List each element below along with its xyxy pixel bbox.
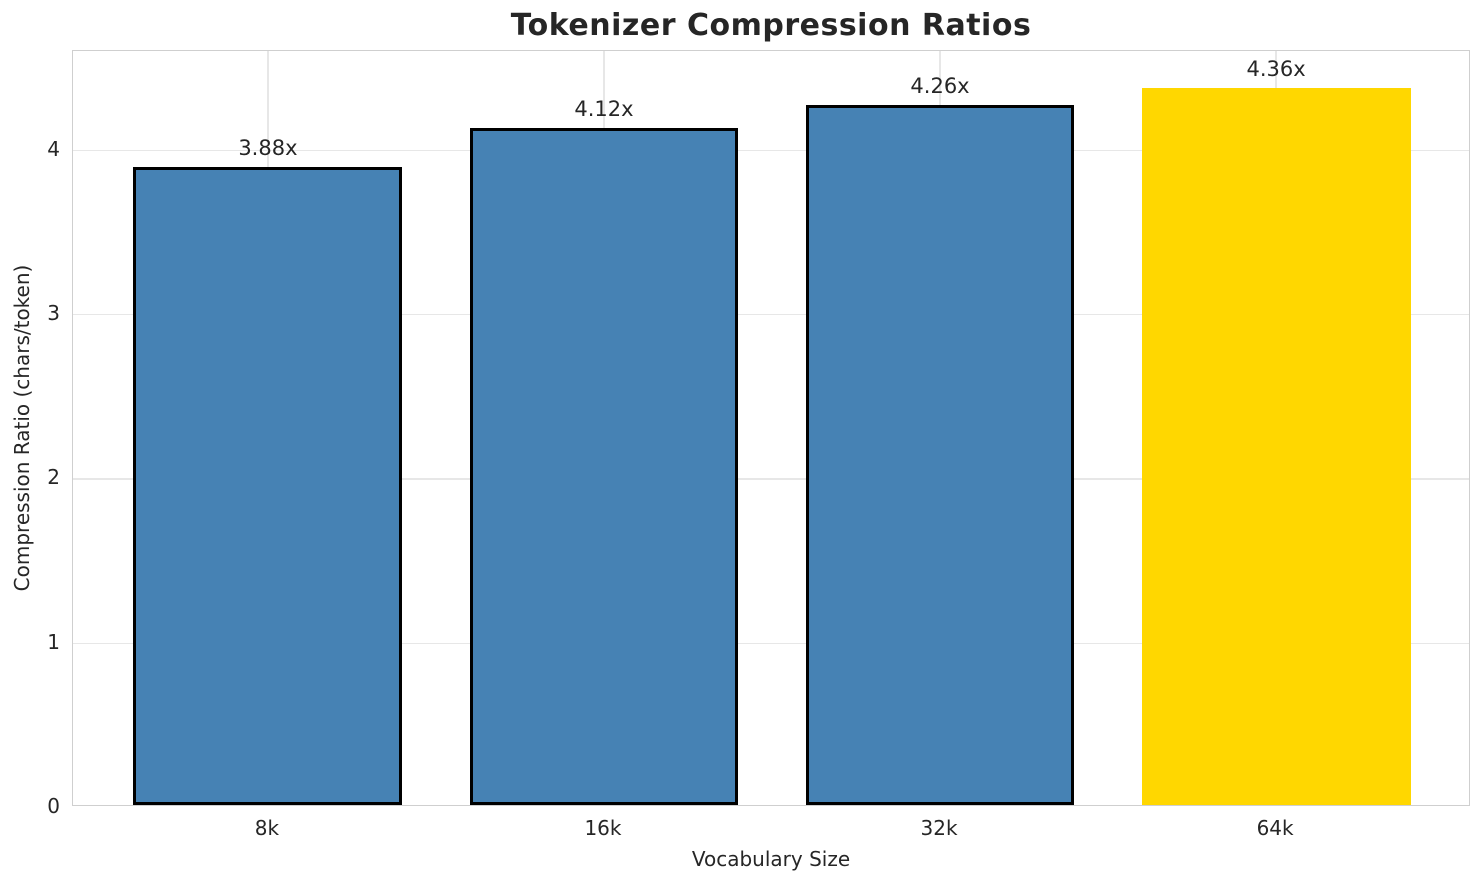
y-tick-label-1: 1 xyxy=(47,629,60,654)
bar-8k xyxy=(133,167,403,805)
bar-value-label-32k: 4.26x xyxy=(910,73,970,98)
h-gridline-2 xyxy=(73,478,1469,480)
bar-16k xyxy=(469,127,739,805)
bar-value-label-8k: 3.88x xyxy=(238,136,298,161)
bar-value-label-16k: 4.12x xyxy=(574,96,634,121)
x-tick-label-64k: 64k xyxy=(1256,816,1294,840)
h-gridline-4 xyxy=(73,149,1469,151)
y-tick-label-3: 3 xyxy=(47,300,60,325)
y-tick-label-0: 0 xyxy=(47,794,60,818)
y-tick-label-2: 2 xyxy=(47,465,60,490)
x-tick-label-16k: 16k xyxy=(584,816,622,840)
chart-title: Tokenizer Compression Ratios xyxy=(510,8,1032,43)
x-tick-label-32k: 32k xyxy=(920,816,958,840)
x-axis-label: Vocabulary Size xyxy=(691,847,851,871)
h-gridline-3 xyxy=(73,313,1469,316)
bar-value-label-64k: 4.36x xyxy=(1246,57,1306,82)
y-axis-label: Compression Ratio (chars/token) xyxy=(10,264,34,592)
bar-64k xyxy=(1141,88,1411,805)
x-tick-label-8k: 8k xyxy=(254,816,280,840)
h-gridline-1 xyxy=(73,642,1469,645)
plot-area: 3.88x 4.12x 4.26x 4.36x xyxy=(72,50,1470,806)
bar-32k xyxy=(805,104,1075,805)
y-tick-label-4: 4 xyxy=(47,136,60,161)
